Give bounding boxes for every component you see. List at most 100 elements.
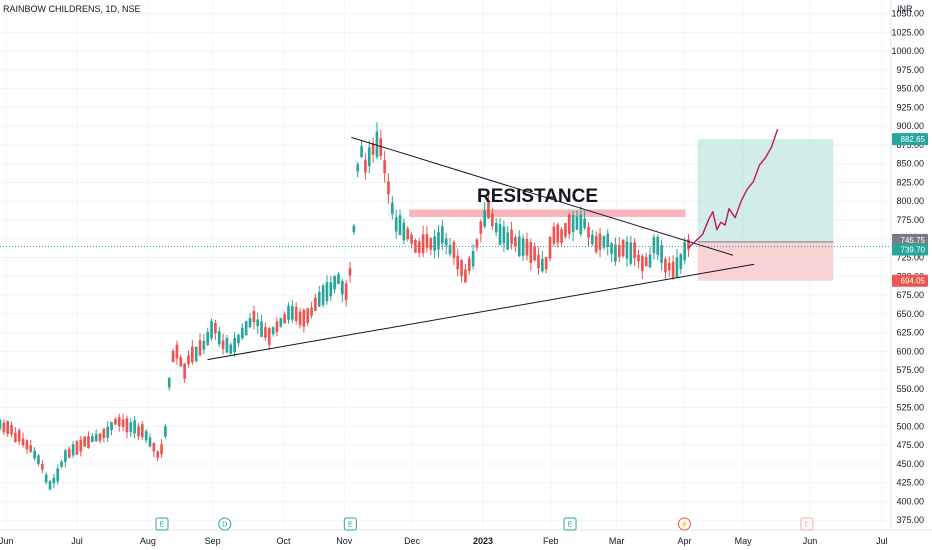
x-tick-label: May xyxy=(735,536,753,546)
candle-body xyxy=(517,236,521,257)
candle-body xyxy=(471,251,475,267)
candle-body xyxy=(383,160,386,174)
candle-body xyxy=(441,226,444,244)
event-marker: E xyxy=(343,517,357,531)
price-tag-label: 694.05 xyxy=(901,277,926,286)
candle-body xyxy=(375,131,379,158)
event-marker: E xyxy=(800,517,814,531)
candle-body xyxy=(291,305,294,320)
candle-body xyxy=(591,234,594,245)
y-tick-label: 825.00 xyxy=(896,177,924,187)
candle-body xyxy=(598,233,602,250)
candle-body xyxy=(179,357,183,367)
candle-body xyxy=(64,450,67,463)
candle-body xyxy=(348,268,352,276)
candle-body xyxy=(614,244,617,262)
candle-body xyxy=(160,444,163,455)
candle-body xyxy=(467,258,471,271)
candle-body xyxy=(67,448,71,458)
event-markers[interactable]: E D E E ⚡ E xyxy=(155,517,814,531)
earnings-icon xyxy=(155,517,169,531)
candle-body xyxy=(240,327,244,339)
candle-body xyxy=(310,307,313,316)
candle-body xyxy=(514,237,517,247)
candle-body xyxy=(302,309,306,327)
price-tag xyxy=(892,274,928,287)
candle-body xyxy=(110,422,113,431)
candle-body xyxy=(298,311,302,326)
candle-body xyxy=(491,213,494,227)
x-tick-label: Aug xyxy=(140,536,156,546)
y-tick-label: 375.00 xyxy=(896,515,924,525)
chart-title: RAINBOW CHILDRENS, 1D, NSE xyxy=(3,4,141,14)
earnings-icon xyxy=(800,517,814,531)
candle-body xyxy=(487,200,490,219)
candle-body xyxy=(252,311,256,323)
event-marker: ⚡ xyxy=(677,517,691,531)
y-tick-label: 1000.00 xyxy=(891,46,924,56)
candle-body xyxy=(625,241,629,259)
candle-body xyxy=(325,282,329,302)
upper-trendline xyxy=(351,136,734,256)
candle-body xyxy=(2,422,6,433)
candle-body xyxy=(294,306,298,321)
candles[interactable] xyxy=(0,122,690,491)
candle-body xyxy=(579,214,583,235)
candle-body xyxy=(464,269,467,283)
candle-body xyxy=(87,436,90,448)
candle-body xyxy=(664,258,667,273)
candle-body xyxy=(156,451,160,458)
candle-body xyxy=(75,441,79,455)
candle-body xyxy=(687,239,690,250)
candle-body xyxy=(387,181,390,195)
candle-body xyxy=(171,350,175,363)
price-tag-label: 882.65 xyxy=(901,135,926,144)
candle-body xyxy=(244,321,248,336)
candle-body xyxy=(44,474,48,483)
candle-body xyxy=(552,226,556,244)
x-tick-label: Apr xyxy=(677,536,691,546)
candle-body xyxy=(610,243,613,254)
x-tick-label: Jun xyxy=(0,536,13,546)
candle-body xyxy=(394,217,398,232)
candle-body xyxy=(337,273,340,285)
candle-body xyxy=(144,431,148,441)
candle-body xyxy=(256,319,260,327)
stop-zone xyxy=(697,241,834,281)
candle-body xyxy=(637,254,640,262)
y-tick-label: 625.00 xyxy=(896,328,924,338)
drawings[interactable] xyxy=(207,128,779,361)
candle-body xyxy=(29,445,33,452)
y-tick-label: 950.00 xyxy=(896,84,924,94)
y-tick-label: 450.00 xyxy=(896,459,924,469)
event-label: E xyxy=(805,522,810,529)
candle-body xyxy=(683,242,686,261)
candle-body xyxy=(498,224,502,245)
y-tick-label: 650.00 xyxy=(896,309,924,319)
candle-body xyxy=(583,218,586,228)
lower-trendline xyxy=(207,263,755,361)
candle-body xyxy=(448,244,452,255)
candle-body xyxy=(567,214,571,235)
candle-body xyxy=(102,428,106,438)
candle-body xyxy=(341,281,344,295)
x-tick-label: Nov xyxy=(336,536,353,546)
event-label: D xyxy=(222,522,227,529)
candle-body xyxy=(217,331,221,345)
candle-body xyxy=(410,234,413,244)
time-axis[interactable]: Jun Jul Aug Sep Oct Nov Dec 2023 Feb Mar Apr May Jun… xyxy=(0,529,932,546)
x-tick-label: Feb xyxy=(543,536,559,546)
candle-body xyxy=(656,236,660,255)
candle-body xyxy=(391,202,394,215)
x-tick-label: Mar xyxy=(609,536,625,546)
candle-body xyxy=(617,245,621,257)
candle-body xyxy=(117,417,121,427)
candle-body xyxy=(460,260,463,277)
price-axis[interactable]: 375.00 400.00 425.00 450.00 475.00 500.00 525.… xyxy=(890,0,924,530)
y-tick-label: 1050.00 xyxy=(891,9,924,19)
candle-body xyxy=(264,327,267,338)
candle-body xyxy=(352,225,356,233)
candle-body xyxy=(194,346,198,361)
